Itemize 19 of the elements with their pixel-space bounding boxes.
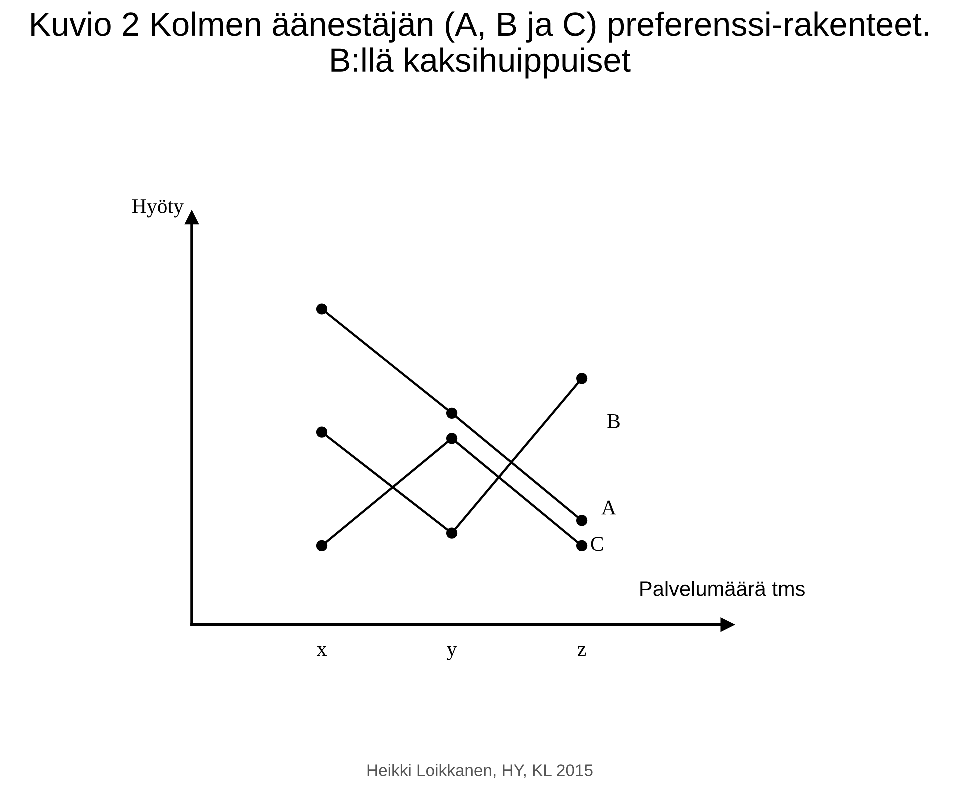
point bbox=[446, 528, 458, 539]
series-label: B bbox=[608, 414, 620, 428]
x-tick-label: z bbox=[578, 646, 586, 656]
point bbox=[316, 304, 328, 315]
text: Heikki Loikkanen, HY, KL 2015 bbox=[368, 764, 593, 778]
x-axis-title: Palvelumäärä tms bbox=[640, 581, 805, 596]
point bbox=[446, 433, 458, 444]
chart-title: Kuvio 2 Kolmen äänestäjän (A, B ja C) preferenssi-rakenteet. B:llä kaksihuippuiset bbox=[32, 12, 928, 79]
point bbox=[446, 408, 458, 419]
x-tick-label: y bbox=[447, 646, 458, 660]
point bbox=[316, 426, 328, 438]
point bbox=[576, 515, 588, 526]
point bbox=[576, 540, 588, 552]
x-tick-label: x bbox=[316, 646, 327, 656]
point bbox=[316, 540, 328, 552]
series-label: C bbox=[591, 537, 604, 552]
series-label: A bbox=[602, 500, 616, 515]
y-axis-title: Hyöty bbox=[132, 200, 184, 218]
point bbox=[576, 373, 588, 384]
